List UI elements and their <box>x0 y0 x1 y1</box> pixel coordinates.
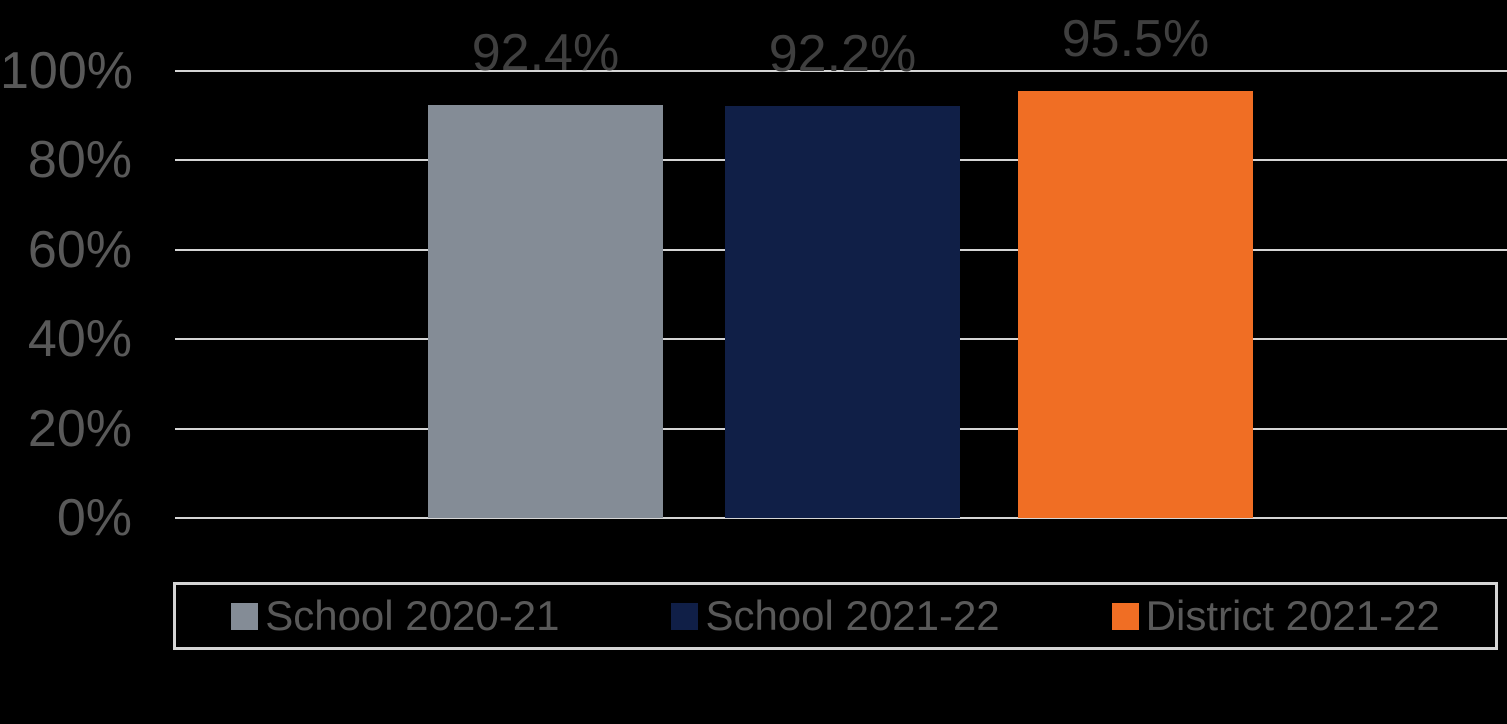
legend-swatch-icon <box>231 602 259 630</box>
legend-item-label: School 2021-22 <box>705 592 1000 639</box>
value-label-School 2021-22: 92.2% <box>768 24 917 83</box>
bar-School 2020-21 <box>428 104 663 518</box>
legend-item-District 2021-22: District 2021-22 <box>1111 592 1440 640</box>
legend-swatch-icon <box>671 602 699 630</box>
bar-District 2021-22 <box>1018 91 1253 518</box>
legend-item-label: School 2020-21 <box>265 592 560 639</box>
y-tick-label-100%: 100% <box>0 42 133 100</box>
legend-item-label: District 2021-22 <box>1145 592 1440 639</box>
legend-item-School 2020-21: School 2020-21 <box>231 592 559 640</box>
y-tick-label-40%: 40% <box>27 310 132 369</box>
legend: School 2020-21 School 2021-22 District 202… <box>173 582 1498 650</box>
value-label-School 2020-21: 92.4% <box>471 23 620 82</box>
value-label-District 2021-22: 95.5% <box>1061 10 1210 69</box>
bar-School 2021-22 <box>725 105 960 518</box>
gridline-100% <box>175 70 1507 72</box>
y-tick-label-80%: 80% <box>27 131 132 190</box>
gridline-0% <box>175 517 1507 519</box>
legend-swatch-icon <box>1111 602 1139 630</box>
legend-item-School 2021-22: School 2021-22 <box>671 592 1000 640</box>
y-tick-label-20%: 20% <box>27 399 132 458</box>
y-tick-label-0%: 0% <box>56 489 132 547</box>
y-tick-label-60%: 60% <box>27 220 132 279</box>
